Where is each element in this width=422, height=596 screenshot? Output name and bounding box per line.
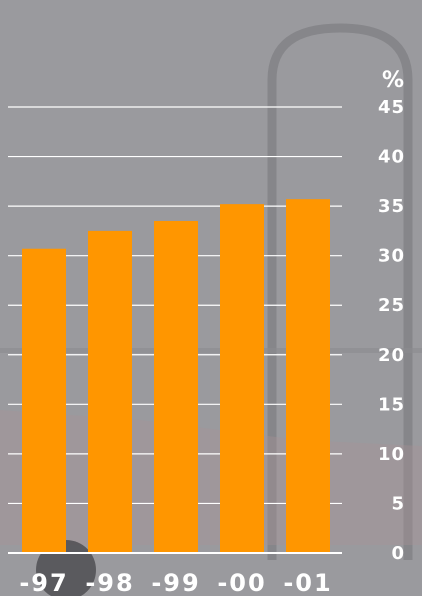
x-tick-label: -99 [151,569,200,596]
bar--98 [88,230,132,553]
x-tick-labels: -97 -98 -99 -00 -01 [19,569,332,596]
x-tick-label: -98 [85,569,134,596]
y-tick-labels: 0 5 10 15 20 25 30 35 40 45 [378,97,405,564]
bar--01 [286,199,330,553]
y-tick-label: 10 [378,444,405,465]
bar--00 [220,204,264,553]
y-tick-label: 30 [378,246,405,267]
y-tick-label: 20 [378,345,405,366]
x-tick-label: -00 [217,569,266,596]
y-tick-label: 15 [378,394,405,415]
y-tick-label: 40 [378,147,405,168]
bar--99 [154,220,198,553]
y-tick-label: 5 [391,493,405,514]
bars [22,199,330,553]
bar--97 [22,248,66,553]
y-tick-label: 35 [378,196,405,217]
y-tick-label: 0 [391,543,405,564]
y-tick-label: 25 [378,295,405,316]
y-tick-label: 45 [378,97,405,118]
y-axis-unit-label: % [382,68,405,93]
x-tick-label: -01 [283,569,332,596]
x-tick-label: -97 [19,569,68,596]
